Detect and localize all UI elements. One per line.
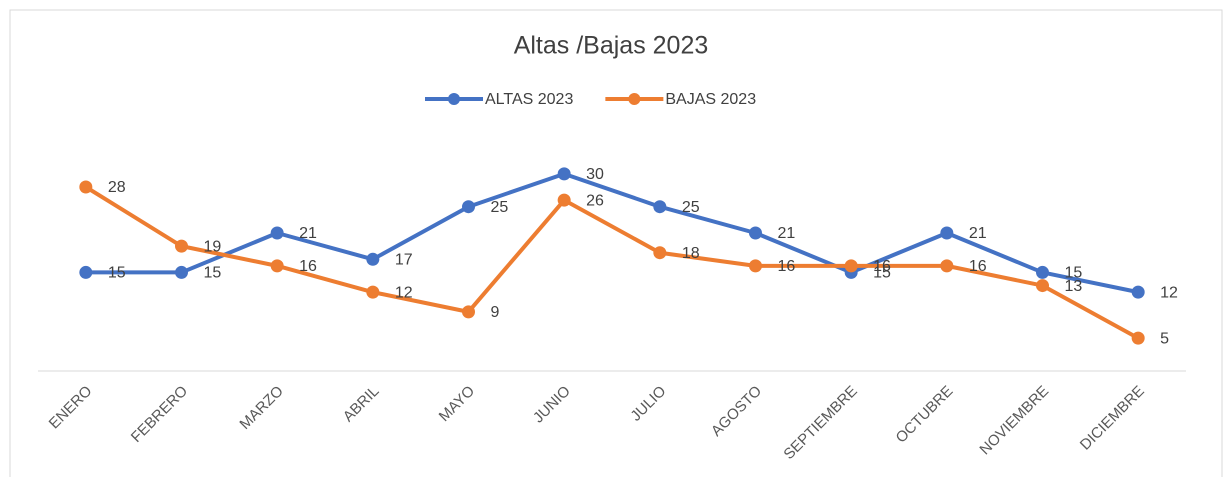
data-label: 15: [873, 265, 891, 282]
data-point: [462, 200, 475, 214]
legend-label: BAJAS 2023: [665, 91, 756, 108]
data-label: 21: [778, 225, 796, 242]
data-label: 12: [395, 284, 413, 301]
data-label: 16: [873, 258, 891, 275]
data-point: [175, 265, 188, 279]
data-point: [175, 239, 188, 253]
data-label: 18: [682, 245, 700, 262]
data-point: [557, 167, 571, 181]
data-point: [844, 259, 858, 273]
data-point: [1036, 279, 1049, 293]
data-point: [1036, 265, 1049, 279]
data-point: [79, 265, 93, 279]
data-point: [1131, 285, 1145, 299]
data-label: 21: [299, 225, 317, 242]
data-label: 17: [395, 252, 413, 269]
chart-border: [9, 9, 1223, 477]
chart-title: Altas /Bajas 2023: [514, 32, 709, 60]
data-point: [940, 226, 954, 240]
data-point: [366, 252, 380, 266]
data-label: 15: [108, 265, 126, 282]
data-point: [557, 193, 571, 207]
data-label: 9: [491, 304, 500, 321]
series-line: [84, 185, 1140, 340]
legend-marker: [448, 93, 460, 105]
data-point: [653, 246, 667, 260]
data-point: [1131, 331, 1145, 345]
data-label: 5: [1160, 330, 1169, 347]
data-label: 13: [1065, 278, 1083, 295]
data-point: [270, 259, 284, 273]
data-point: [749, 259, 762, 273]
data-label: 25: [491, 199, 509, 216]
data-point: [79, 180, 93, 194]
legend-marker: [628, 93, 641, 105]
legend-label: ALTAS 2023: [485, 91, 573, 108]
data-label: 16: [969, 258, 987, 275]
data-point: [749, 226, 762, 240]
data-label: 16: [778, 258, 796, 275]
data-point: [366, 285, 380, 299]
series-line: [85, 171, 1139, 295]
data-label: 15: [1065, 265, 1083, 282]
data-label: 19: [204, 238, 222, 255]
data-point: [940, 259, 954, 273]
data-label: 26: [586, 192, 604, 209]
data-label: 30: [586, 166, 604, 183]
data-label: 15: [204, 265, 222, 282]
data-point: [653, 200, 667, 214]
data-point: [462, 305, 475, 319]
data-label: 12: [1160, 284, 1178, 301]
data-label: 16: [299, 258, 317, 275]
data-point: [270, 226, 284, 240]
data-label: 25: [682, 199, 700, 216]
data-label: 28: [108, 179, 126, 196]
data-label: 21: [969, 225, 987, 242]
